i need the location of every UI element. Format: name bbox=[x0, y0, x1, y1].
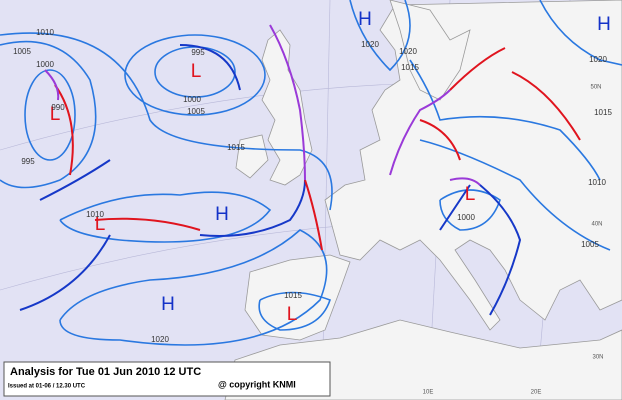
isobar-label: 1015 bbox=[284, 291, 302, 300]
isobar-label: 1010 bbox=[36, 28, 54, 37]
grid-label: 30N bbox=[592, 355, 603, 361]
isobar bbox=[59, 229, 328, 346]
isobar-label: 1000 bbox=[36, 60, 54, 69]
isobar-label: 1010 bbox=[86, 210, 104, 219]
fronts bbox=[19, 24, 581, 316]
occluded-front bbox=[449, 177, 481, 186]
isobar-label: 1015 bbox=[594, 108, 612, 117]
cold-front bbox=[479, 184, 522, 316]
isobar-label: 995 bbox=[191, 48, 205, 57]
isobar-label: 1010 bbox=[588, 178, 606, 187]
isobar-label: 1005 bbox=[187, 107, 205, 116]
pressure-centre: H bbox=[597, 14, 611, 35]
grid-label: 10E bbox=[423, 390, 434, 396]
cold-front bbox=[19, 234, 111, 311]
isobar-label: 995 bbox=[21, 157, 35, 166]
isobar bbox=[539, 0, 622, 66]
warm-front bbox=[94, 217, 201, 231]
isobar-label: 1020 bbox=[589, 55, 607, 64]
isobar bbox=[24, 69, 76, 161]
trough bbox=[179, 44, 241, 91]
occluded-front bbox=[269, 24, 306, 181]
isobar bbox=[258, 291, 332, 331]
caption-frame bbox=[3, 361, 331, 397]
isobar-label: 1005 bbox=[581, 240, 599, 249]
pressure-centre: L bbox=[50, 104, 61, 125]
isobar bbox=[0, 32, 333, 211]
occluded-front bbox=[44, 69, 60, 101]
isobar bbox=[59, 191, 272, 243]
grid-label: 20E bbox=[531, 390, 542, 396]
warm-front bbox=[54, 84, 74, 176]
isobar-label: 1020 bbox=[151, 335, 169, 344]
great-britain bbox=[261, 29, 313, 186]
warm-front bbox=[449, 47, 506, 91]
caption-issued: Issued at 01-06 / 12.30 UTC bbox=[8, 384, 86, 390]
ireland bbox=[235, 134, 269, 179]
isobar bbox=[0, 40, 97, 189]
land bbox=[224, 0, 622, 400]
trough bbox=[511, 71, 581, 141]
isobar-label: 1005 bbox=[13, 47, 31, 56]
isobar-label: 1020 bbox=[361, 40, 379, 49]
warm-front bbox=[304, 179, 323, 251]
pressure-centre: H bbox=[161, 294, 175, 315]
isobar bbox=[409, 59, 601, 181]
pressure-centre: H bbox=[358, 9, 372, 30]
isobar-label: 1015 bbox=[401, 63, 419, 72]
caption-box: Analysis for Tue 01 Jun 2010 12 UTC Issu… bbox=[3, 361, 331, 397]
isobar-label: 1020 bbox=[399, 47, 417, 56]
isobar bbox=[419, 139, 611, 251]
europe bbox=[324, 0, 622, 331]
grid-label: 40N bbox=[591, 222, 602, 228]
isobars bbox=[0, 0, 622, 346]
caption-copyright: @ copyright KNMI bbox=[218, 379, 296, 389]
iberia bbox=[244, 254, 351, 341]
isobar bbox=[349, 0, 411, 72]
pressure-centre: H bbox=[215, 204, 229, 225]
isobar bbox=[124, 34, 266, 116]
pressure-centre: L bbox=[287, 304, 298, 325]
cold-front bbox=[439, 184, 471, 231]
pressure-centre: L bbox=[95, 214, 106, 235]
cold-front bbox=[39, 159, 111, 201]
cold-front bbox=[199, 179, 306, 237]
isobar-label: 1000 bbox=[183, 95, 201, 104]
isobar-label: 1000 bbox=[457, 213, 475, 222]
isobar-label: 1015 bbox=[227, 143, 245, 152]
pressure-centre: L bbox=[465, 184, 476, 205]
caption-title: Analysis for Tue 01 Jun 2010 12 UTC bbox=[10, 366, 201, 378]
isobar-label: 990 bbox=[51, 103, 65, 112]
grid-label: 50N bbox=[590, 85, 601, 91]
warm-front bbox=[419, 119, 461, 161]
pressure-centre: L bbox=[191, 61, 202, 82]
occluded-front bbox=[389, 89, 451, 176]
